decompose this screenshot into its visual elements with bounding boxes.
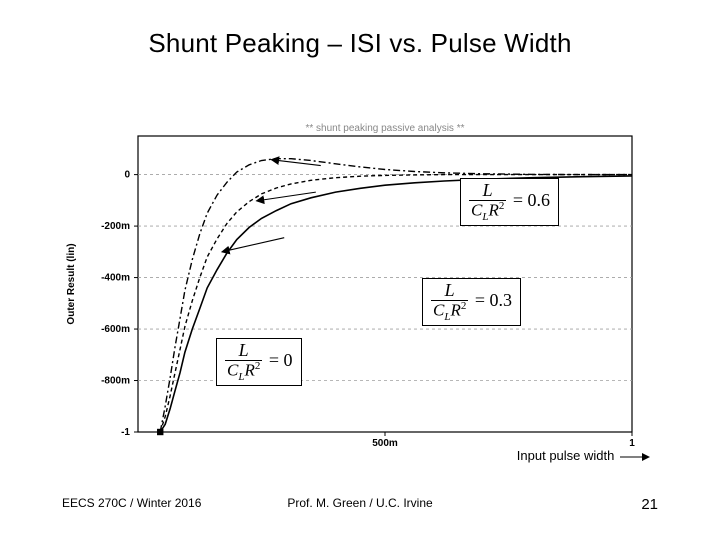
arrow-right-icon (620, 453, 650, 461)
svg-text:-400m: -400m (101, 273, 130, 284)
equation-denominator: CLR2 (225, 361, 262, 384)
chart-svg: ** shunt peaking passive analysis ** 0 -20… (60, 118, 650, 462)
svg-text:0: 0 (124, 170, 130, 181)
svg-text:500m: 500m (372, 438, 398, 449)
svg-text:-600m: -600m (101, 324, 130, 335)
footer: EECS 270C / Winter 2016 Prof. M. Green /… (0, 496, 720, 518)
equation-numerator: L (225, 341, 262, 361)
svg-text:** shunt peaking passive analy: ** shunt peaking passive analysis ** (306, 123, 465, 134)
equation-box-0: L CLR2 = 0 (216, 338, 302, 386)
equation-box-2: L CLR2 = 0.6 (460, 178, 559, 226)
equation-denominator: CLR2 (431, 301, 468, 324)
x-axis-title-text: Input pulse width (517, 448, 615, 463)
chart: ** shunt peaking passive analysis ** 0 -20… (60, 118, 650, 462)
slide: { "title": "Shunt Peaking – ISI vs. Puls… (0, 0, 720, 540)
footer-center: Prof. M. Green / U.C. Irvine (0, 496, 720, 510)
page-title: Shunt Peaking – ISI vs. Pulse Width (0, 28, 720, 59)
equation-numerator: L (469, 181, 506, 201)
footer-right: 21 (641, 496, 658, 513)
equation-box-1: L CLR2 = 0.3 (422, 278, 521, 326)
svg-text:-800m: -800m (101, 376, 130, 387)
equation-numerator: L (431, 281, 468, 301)
equation-value: = 0 (267, 350, 293, 370)
svg-text:-1: -1 (121, 427, 130, 438)
svg-text:Outer Result (lin): Outer Result (lin) (66, 243, 77, 324)
equation-denominator: CLR2 (469, 201, 506, 224)
x-axis-title: Input pulse width (517, 448, 650, 463)
equation-value: = 0.3 (473, 290, 512, 310)
equation-value: = 0.6 (511, 190, 550, 210)
svg-text:-200m: -200m (101, 221, 130, 232)
